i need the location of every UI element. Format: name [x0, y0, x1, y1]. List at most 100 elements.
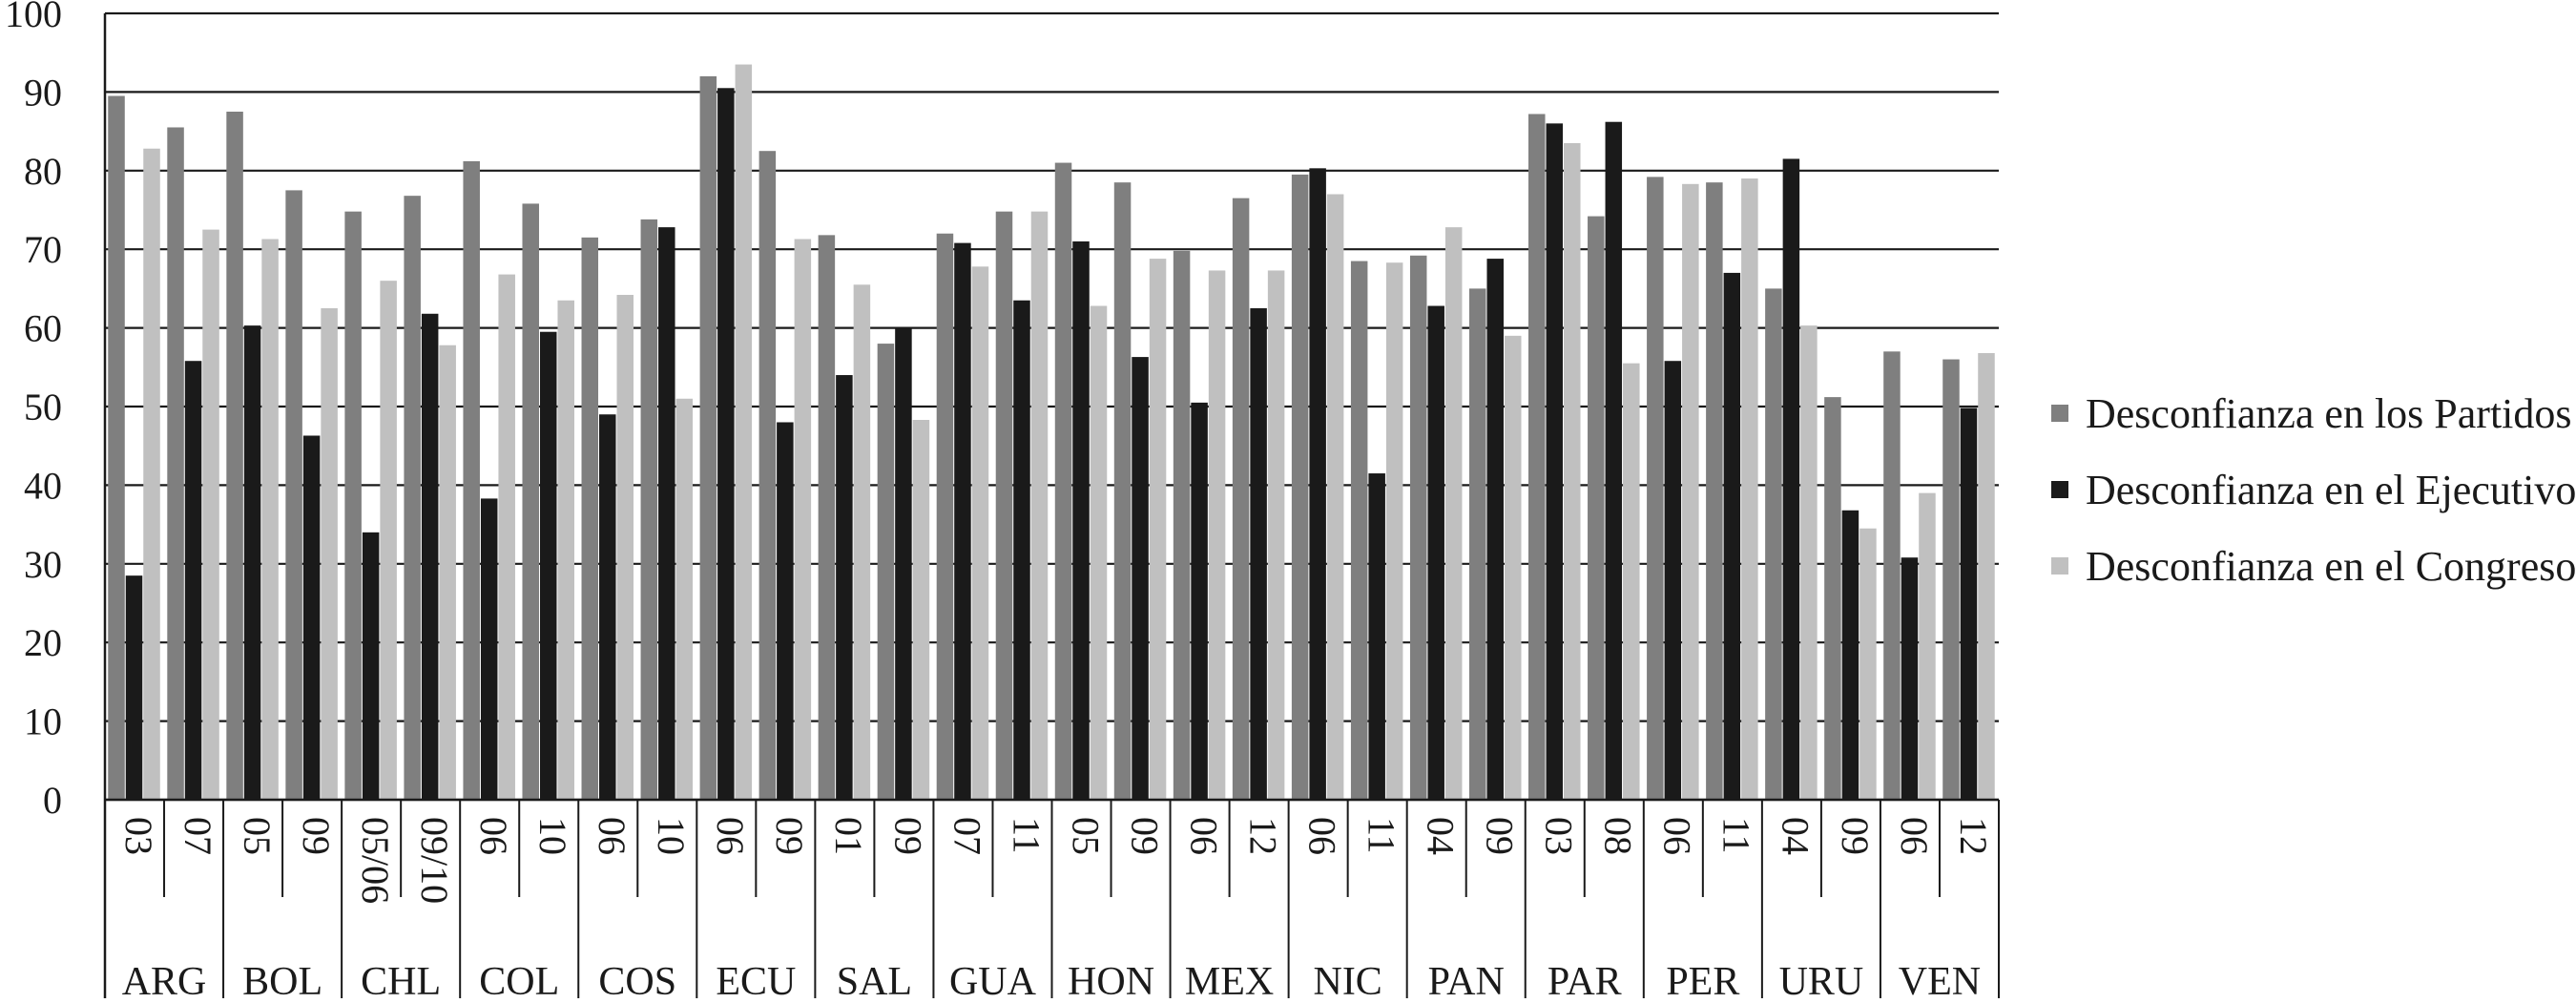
- legend-label: Desconfianza en los Partidos: [2086, 390, 2572, 437]
- bar: [362, 532, 380, 800]
- bar: [995, 211, 1013, 800]
- year-label: 07: [177, 817, 219, 855]
- bar: [202, 229, 219, 801]
- bar: [877, 344, 895, 800]
- bar: [1291, 174, 1309, 801]
- bar: [1919, 492, 1936, 800]
- legend-label: Desconfianza en el Ejecutivo: [2086, 467, 2576, 513]
- year-label: 06: [591, 817, 634, 855]
- bar: [616, 294, 634, 800]
- bar: [125, 575, 143, 800]
- bar: [1030, 211, 1049, 800]
- year-label: 10: [650, 817, 693, 855]
- bar: [1901, 557, 1919, 800]
- bar: [167, 127, 184, 801]
- bar: [1723, 272, 1741, 800]
- bar: [380, 281, 397, 800]
- year-label: 11: [1005, 817, 1048, 854]
- year-label: 10: [531, 817, 574, 855]
- year-label: 04: [1420, 817, 1463, 855]
- y-tick-label: 10: [24, 700, 62, 743]
- y-tick-label: 80: [24, 150, 62, 193]
- country-label: COS: [598, 960, 676, 998]
- country-label: PAN: [1428, 960, 1505, 998]
- bar: [1444, 227, 1463, 801]
- bar: [717, 88, 735, 800]
- bar: [1605, 121, 1623, 801]
- year-label: 09: [768, 817, 811, 855]
- bar: [1765, 288, 1782, 800]
- y-tick-label: 20: [24, 621, 62, 664]
- year-label: 08: [1597, 817, 1640, 855]
- bar: [912, 420, 930, 800]
- year-label: 06: [709, 817, 752, 855]
- country-label: GUA: [949, 960, 1037, 998]
- y-tick-label: 70: [24, 228, 62, 271]
- year-label: 11: [1715, 817, 1758, 854]
- bar: [1326, 194, 1344, 800]
- legend-swatch: [2051, 481, 2068, 498]
- bar: [1504, 335, 1522, 800]
- bar: [1706, 182, 1723, 800]
- bar: [1054, 162, 1072, 800]
- bar: [321, 308, 338, 800]
- y-tick-label: 40: [24, 464, 62, 507]
- bar: [895, 327, 912, 800]
- bar: [954, 242, 971, 800]
- year-label: 12: [1952, 817, 1995, 855]
- bar: [285, 190, 302, 800]
- bar: [1090, 305, 1108, 800]
- year-label: 01: [827, 817, 870, 855]
- year-label: 09/10: [413, 817, 456, 904]
- year-label: 06: [1893, 817, 1936, 855]
- bar: [302, 435, 321, 800]
- bar: [184, 361, 202, 800]
- bar: [1741, 178, 1758, 801]
- year-label: 09: [1479, 817, 1522, 855]
- bar: [1232, 198, 1250, 800]
- bar: [421, 313, 439, 800]
- bar: [143, 148, 160, 800]
- country-label: SAL: [837, 960, 912, 998]
- bar: [836, 375, 853, 800]
- bar: [1859, 528, 1877, 800]
- bar: [1647, 177, 1664, 801]
- country-label: MEX: [1185, 960, 1274, 998]
- year-label: 06: [472, 817, 515, 855]
- year-label: 06: [1656, 817, 1699, 855]
- bar: [1013, 300, 1030, 800]
- bar: [1800, 325, 1818, 800]
- y-tick-label: 0: [43, 779, 62, 822]
- bar: [1149, 259, 1167, 800]
- bar: [557, 300, 574, 800]
- bar: [463, 160, 480, 801]
- year-label: 03: [117, 817, 160, 855]
- country-label: COL: [479, 960, 559, 998]
- year-label: 05: [1064, 817, 1107, 855]
- bar: [1350, 261, 1368, 800]
- bar: [758, 151, 777, 800]
- country-label: URU: [1779, 960, 1864, 998]
- y-tick-label: 60: [24, 307, 62, 350]
- bar: [1173, 250, 1191, 800]
- y-tick-label: 90: [24, 71, 62, 114]
- bar: [1486, 259, 1504, 800]
- year-label: 11: [1360, 817, 1402, 854]
- bar: [1546, 123, 1564, 801]
- year-label: 09: [886, 817, 929, 855]
- bar: [404, 196, 421, 801]
- bar: [658, 227, 675, 801]
- bar: [108, 95, 125, 800]
- bar: [936, 233, 954, 801]
- country-label: ECU: [716, 960, 796, 998]
- year-label: 09: [1123, 817, 1166, 855]
- legend-label: Desconfianza en el Congreso: [2086, 543, 2576, 590]
- bar: [1623, 363, 1640, 800]
- country-label: VEN: [1899, 960, 1981, 998]
- country-label: CHL: [361, 960, 441, 998]
- year-label: 06: [1300, 817, 1343, 855]
- bar: [344, 211, 362, 800]
- country-label: PER: [1666, 960, 1739, 998]
- legend-swatch: [2051, 405, 2068, 422]
